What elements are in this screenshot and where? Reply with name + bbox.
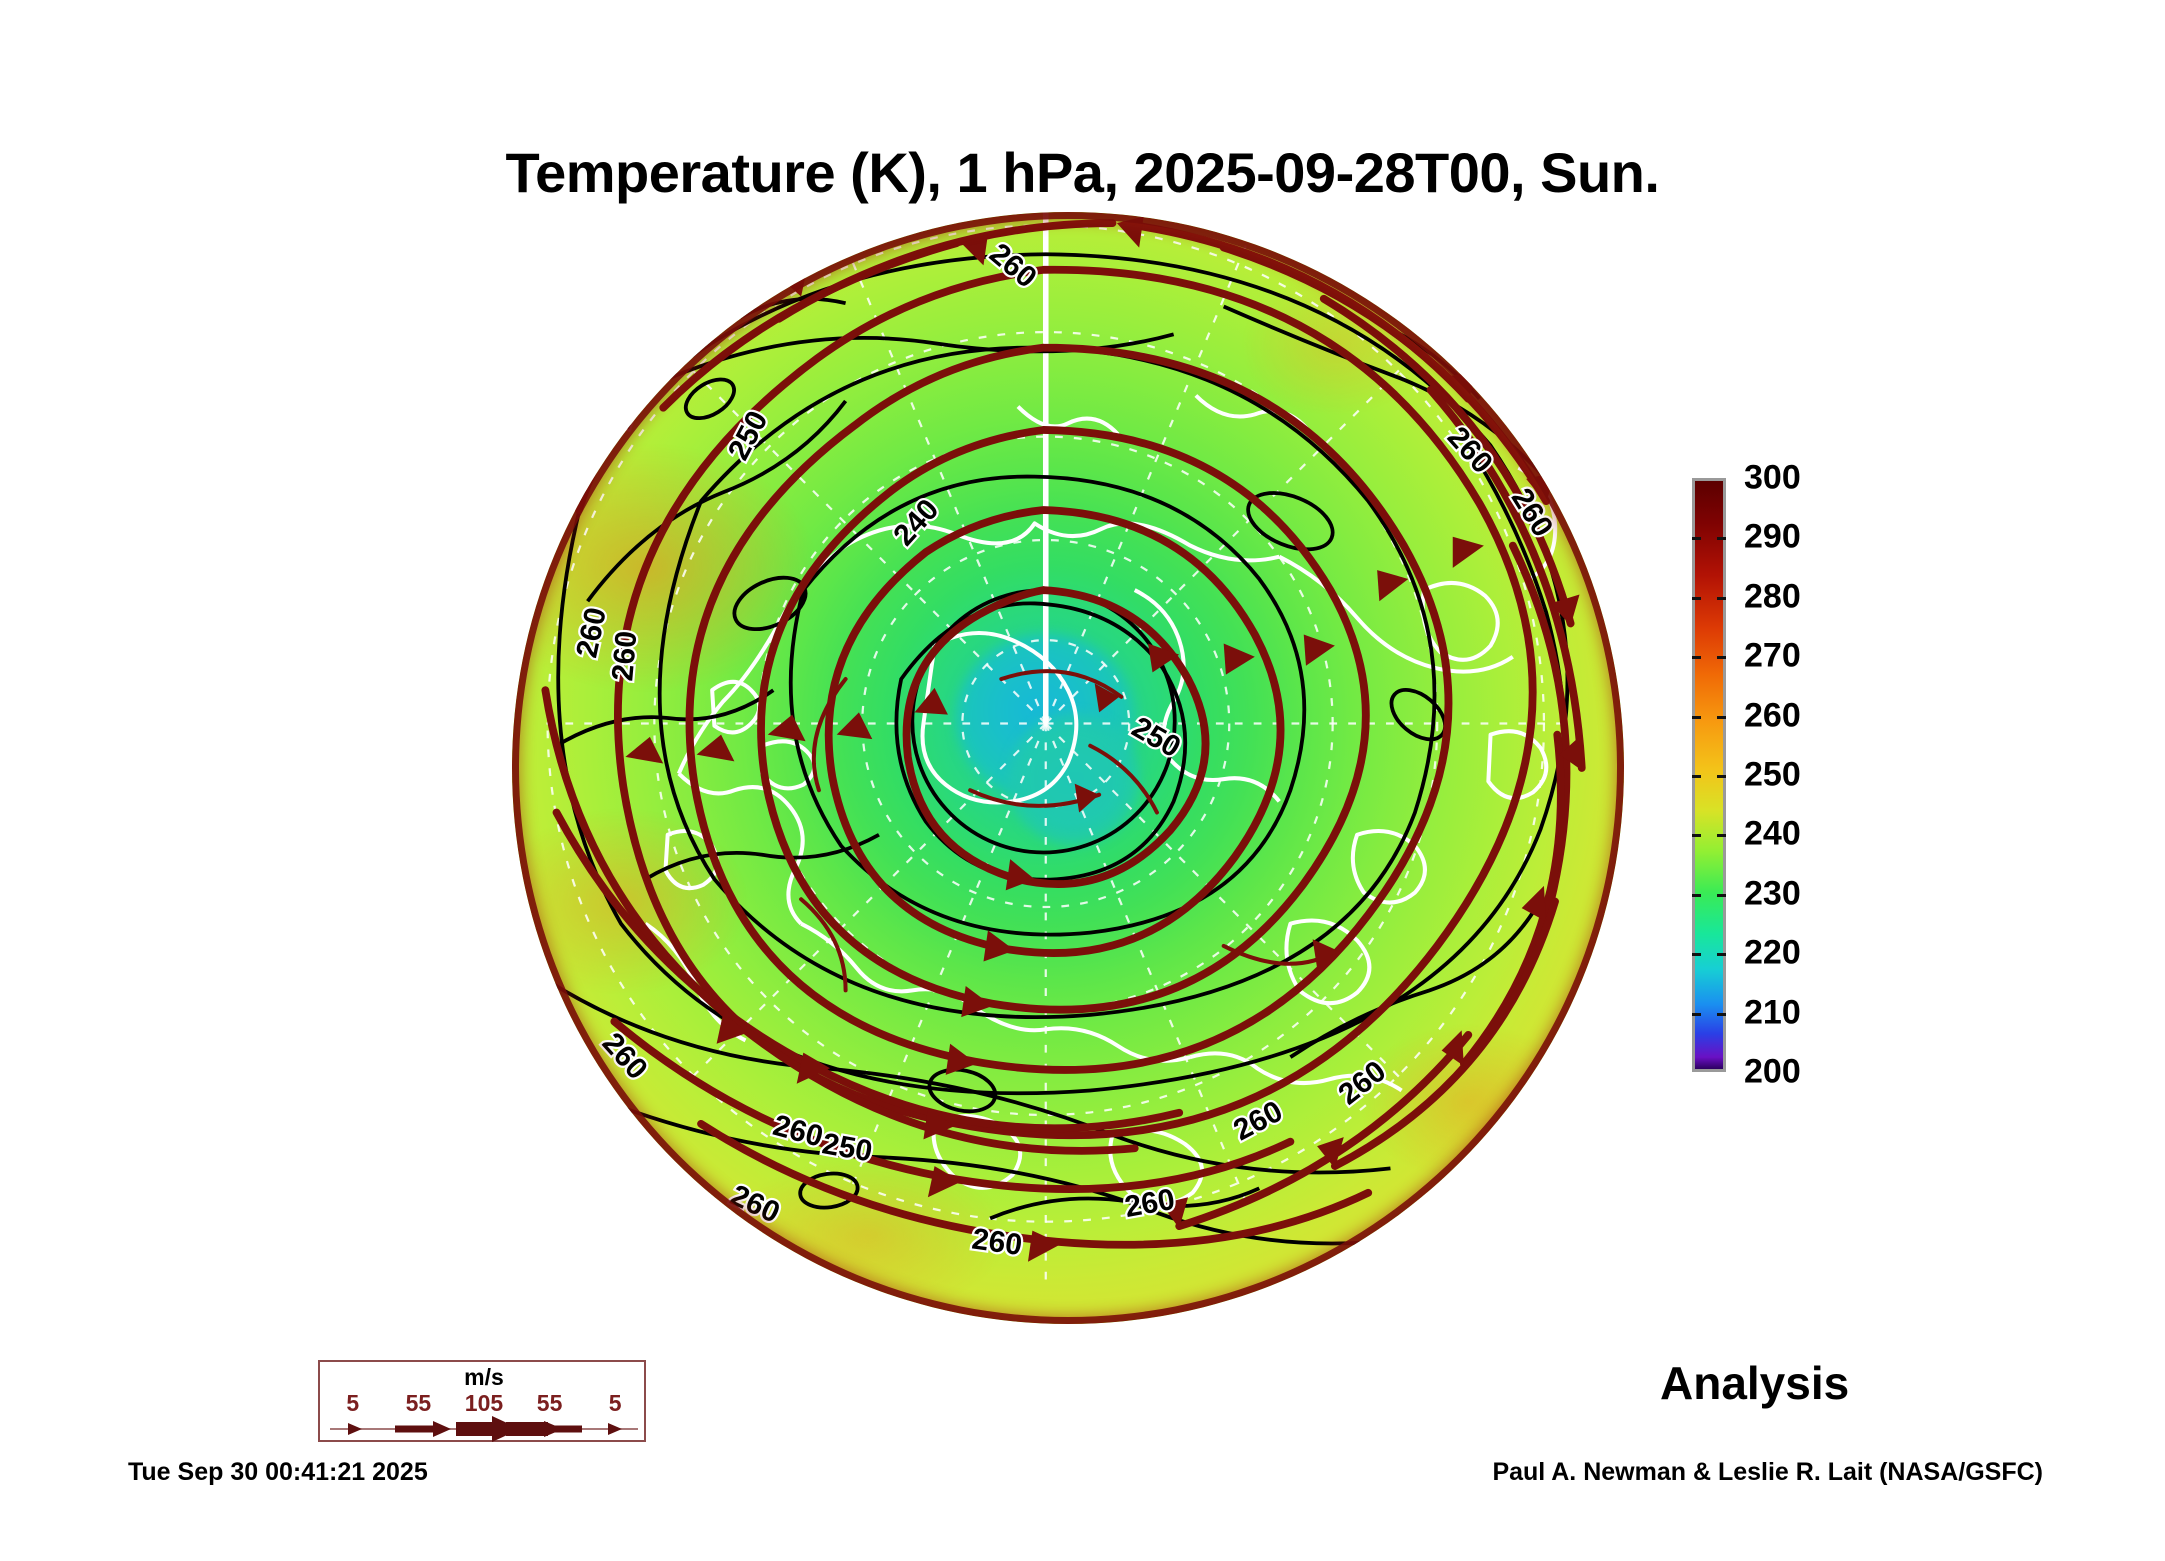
colorbar-tick-label: 210 [1744, 993, 1801, 1032]
colorbar-tick [1717, 834, 1726, 838]
wind-streamline-layer [541, 216, 1586, 1262]
contour-label: 260 [512, 389, 560, 447]
colorbar-tick [1717, 537, 1726, 541]
colorbar-tick [1692, 596, 1701, 600]
colorbar-tick-label: 240 [1744, 814, 1801, 853]
colorbar-tick [1717, 596, 1726, 600]
colorbar-tick-label: 220 [1744, 933, 1801, 972]
graticule-layer [545, 212, 1567, 1280]
wind-legend-value-3: 55 [536, 1390, 563, 1416]
wind-legend-values: 5 55 105 55 5 [320, 1390, 648, 1417]
colorbar-tick-label: 250 [1744, 755, 1801, 794]
polar-map: 260 260 260 260 260 260 250 260 260 240 250 260 260 2… [512, 212, 1624, 1324]
contour-label: 260 [769, 215, 825, 258]
render-timestamp: Tue Sep 30 00:41:21 2025 [128, 1458, 428, 1486]
limb-ring [512, 212, 1624, 1324]
colorbar-tick-label: 300 [1744, 458, 1801, 497]
author-credit: Paul A. Newman & Leslie R. Lait (NASA/GS… [1492, 1458, 2043, 1486]
page-title: Temperature (K), 1 hPa, 2025-09-28T00, S… [505, 141, 1660, 204]
contour-label: 260 [606, 630, 643, 683]
colorbar-tick-label: 230 [1744, 874, 1801, 913]
colorbar-tick-label: 200 [1744, 1052, 1801, 1091]
colorbar-tick [1717, 1012, 1726, 1016]
colorbar-tick [1717, 893, 1726, 897]
analysis-label: Analysis [1660, 1357, 1850, 1409]
colorbar-tick [1717, 656, 1726, 660]
wind-legend-arrows [330, 1416, 638, 1442]
colorbar-tick-labels: 300 290 280 270 260 250 240 230 220 210 200 [1744, 459, 1864, 1091]
wind-legend-value-1: 55 [405, 1390, 432, 1416]
globe-disc: 260 260 260 260 260 260 250 260 260 240 250 260 260 2… [512, 212, 1624, 1324]
colorbar-tick [1692, 715, 1701, 719]
colorbar: 300 290 280 270 260 250 240 230 220 210 200 [1692, 459, 1801, 1091]
contour-label: 260 [1122, 1183, 1177, 1224]
colorbar-tick-label: 260 [1744, 696, 1801, 735]
wind-legend-value-4: 5 [608, 1390, 622, 1416]
wind-legend-unit: m/s [464, 1364, 504, 1390]
colorbar-tick-label: 280 [1744, 577, 1801, 616]
streamline-arrowheads [625, 216, 1582, 1262]
colorbar-tick [1692, 834, 1701, 838]
wind-speed-legend: m/s 5 55 105 55 5 [318, 1360, 646, 1442]
colorbar-tick [1717, 775, 1726, 778]
colorbar-tick-label: 290 [1744, 517, 1801, 556]
colorbar-tick-label: 270 [1744, 636, 1801, 675]
colorbar-tick [1692, 1012, 1701, 1016]
streamlines [541, 219, 1586, 1249]
colorbar-tick [1692, 775, 1701, 778]
colorbar-tick [1692, 537, 1701, 541]
colorbar-gradient [1692, 478, 1726, 1072]
colorbar-tick [1692, 953, 1701, 957]
colorbar-tick [1717, 953, 1726, 957]
colorbar-ticks [1692, 478, 1726, 1072]
wind-legend-value-0: 5 [346, 1390, 360, 1416]
colorbar-tick [1717, 715, 1726, 719]
colorbar-tick [1692, 656, 1701, 660]
wind-legend-value-2: 105 [464, 1390, 504, 1416]
colorbar-tick [1692, 893, 1701, 897]
